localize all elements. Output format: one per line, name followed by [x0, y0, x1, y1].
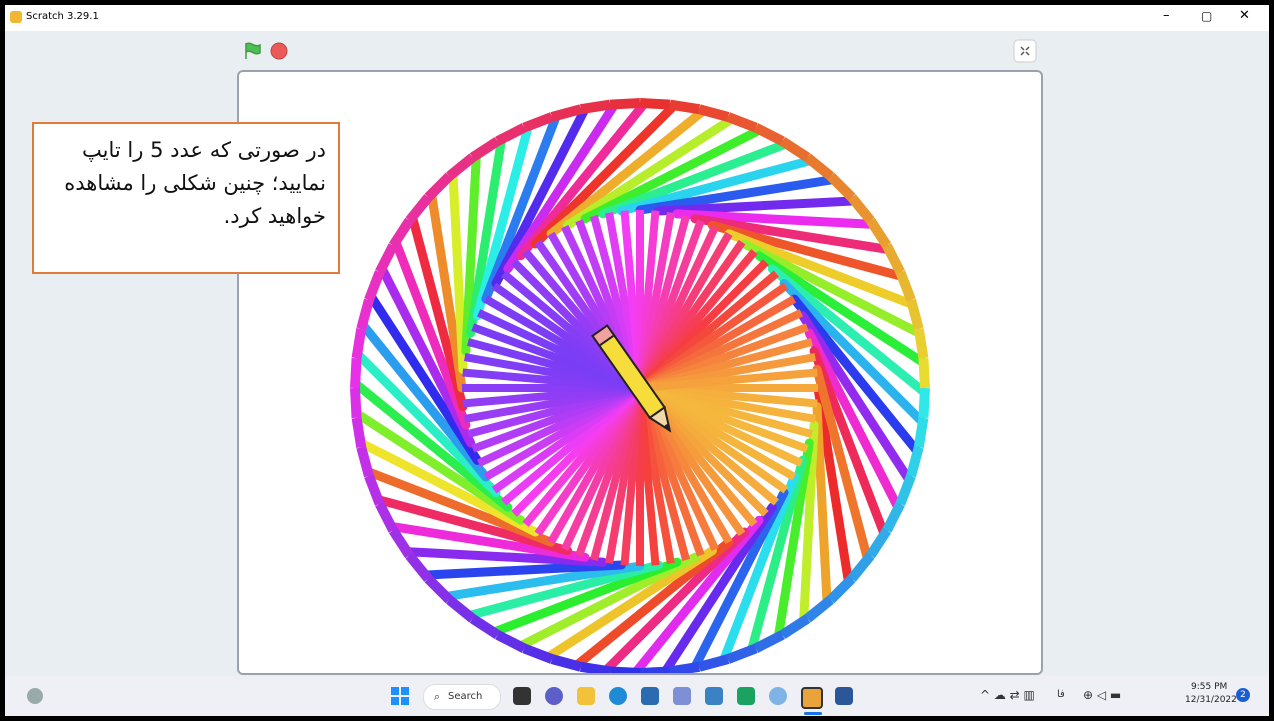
- taskbar-app[interactable]: [769, 687, 787, 705]
- stroke-ring: [393, 220, 409, 245]
- tray-icons[interactable]: ^ ☁ ⇄ ▥: [980, 688, 1035, 702]
- taskbar-app[interactable]: [835, 687, 853, 705]
- callout-line: در صورتی که عدد 5 را تایپ: [34, 134, 326, 167]
- taskbar: ⌕ Search ^ ☁ ⇄ ▥ فا ⊕ ◁ ▬ 9:55 PM 12/31/…: [5, 676, 1269, 716]
- stroke-ring: [887, 246, 901, 273]
- stroke-ring: [919, 418, 924, 447]
- stroke-ring: [670, 667, 699, 672]
- stroke-ring: [871, 220, 887, 245]
- taskbar-app[interactable]: [641, 687, 659, 705]
- stroke-ring: [831, 176, 852, 197]
- minimize[interactable]: –: [1163, 8, 1170, 23]
- widget-icon[interactable]: [27, 688, 43, 704]
- search-label: Search: [448, 691, 482, 702]
- stroke-ring: [640, 103, 670, 105]
- stroke-ring: [728, 117, 756, 128]
- start-button[interactable]: [390, 686, 410, 706]
- page: Scratch 3.29.1 – ▢ ✕ در صورتی که عدد 5 ر…: [0, 0, 1274, 721]
- taskbar-app[interactable]: [673, 687, 691, 705]
- stroke-ring: [409, 197, 428, 220]
- stroke-ring: [610, 671, 640, 673]
- stroke-ring: [355, 388, 357, 418]
- stroke-ring: [449, 157, 472, 176]
- window: Scratch 3.29.1 – ▢ ✕ در صورتی که عدد 5 ر…: [5, 5, 1269, 716]
- stroke-ring: [393, 531, 409, 556]
- stroke-ring: [923, 388, 925, 418]
- stroke-ring: [756, 635, 783, 649]
- spiral-drawing: [239, 72, 1041, 673]
- stroke-ring: [923, 358, 925, 388]
- stroke-ring: [380, 246, 394, 273]
- stroke-ring: [670, 105, 699, 110]
- stroke-ring: [852, 197, 871, 220]
- clock-date[interactable]: 12/31/2022: [1185, 695, 1237, 705]
- clock-time[interactable]: 9:55 PM: [1191, 682, 1227, 692]
- taskbar-app[interactable]: [609, 687, 627, 705]
- stroke-ring: [369, 272, 380, 300]
- stroke-ring: [852, 556, 871, 579]
- stage: [237, 70, 1043, 675]
- stroke-ring: [783, 619, 808, 635]
- stroke-ring: [640, 671, 670, 673]
- stroke-ring: [911, 300, 919, 329]
- stroke-ring: [357, 418, 362, 447]
- exit-fullscreen[interactable]: [1013, 39, 1037, 63]
- green-flag[interactable]: [243, 41, 263, 61]
- stroke-ring: [581, 105, 610, 110]
- stroke-ring: [361, 447, 369, 476]
- taskbar-app[interactable]: [705, 687, 723, 705]
- stroke-ring: [498, 635, 525, 649]
- stroke-ring: [900, 476, 911, 504]
- stroke-ring: [428, 579, 449, 600]
- stroke-ring: [552, 109, 581, 117]
- stroke-ring: [428, 176, 449, 197]
- callout: در صورتی که عدد 5 را تایپ نمایید؛ چنین ش…: [32, 122, 340, 274]
- stroke-ring: [831, 579, 852, 600]
- toolbar: [5, 31, 1269, 69]
- stroke-ring: [808, 157, 831, 176]
- stroke-ring: [887, 504, 901, 531]
- stroke-ring: [581, 667, 610, 672]
- taskbar-app[interactable]: [737, 687, 755, 705]
- taskbar-app[interactable]: [513, 687, 531, 705]
- stroke-ring: [524, 648, 552, 659]
- callout-line: نمایید؛ چنین شکلی را مشاهده: [34, 167, 326, 200]
- stroke-ring: [699, 659, 728, 667]
- stroke-ring: [871, 531, 887, 556]
- search-box[interactable]: ⌕ Search: [423, 684, 501, 710]
- stroke-ring: [380, 504, 394, 531]
- notification-badge[interactable]: 2: [1236, 688, 1250, 702]
- taskbar-app[interactable]: [577, 687, 595, 705]
- stroke-ring: [498, 128, 525, 142]
- stop-button[interactable]: [269, 41, 289, 61]
- stroke-ring: [610, 103, 640, 105]
- app-icon: [10, 11, 22, 23]
- taskbar-app[interactable]: [801, 687, 823, 709]
- stroke-ring: [449, 600, 472, 619]
- language-indicator[interactable]: فا: [1057, 689, 1065, 700]
- stroke-ring: [409, 556, 428, 579]
- restore[interactable]: ▢: [1201, 9, 1212, 23]
- stroke-ring: [357, 329, 362, 358]
- callout-line: خواهید کرد.: [34, 200, 326, 233]
- stroke-ring: [756, 128, 783, 142]
- stroke-ring: [355, 358, 357, 388]
- stroke-ring: [472, 619, 497, 635]
- active-indicator: [804, 712, 822, 715]
- window-title: Scratch 3.29.1: [26, 11, 99, 22]
- title-bar: Scratch 3.29.1 – ▢ ✕: [5, 5, 1269, 31]
- tray-icons[interactable]: ⊕ ◁ ▬: [1083, 688, 1121, 702]
- stroke-ring: [472, 141, 497, 157]
- stroke-ring: [783, 141, 808, 157]
- close[interactable]: ✕: [1239, 8, 1250, 23]
- stroke-ring: [919, 329, 924, 358]
- stroke-ring: [808, 600, 831, 619]
- taskbar-app[interactable]: [545, 687, 563, 705]
